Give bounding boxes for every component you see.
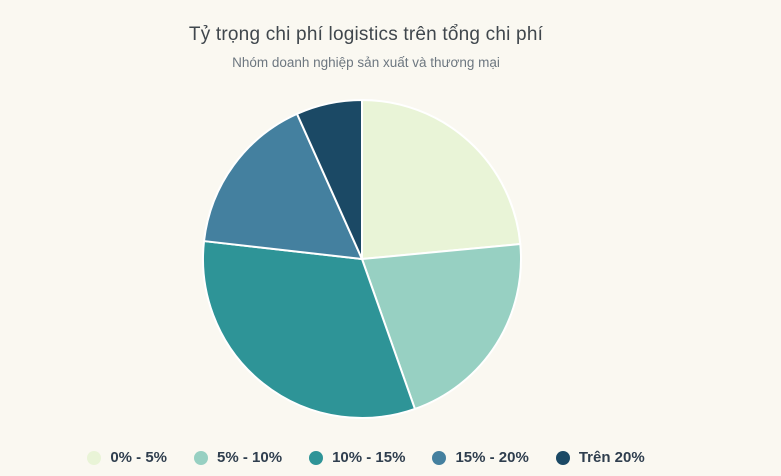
legend-swatch-icon [309, 450, 324, 465]
pie-slice-Trên20[interactable] [296, 99, 363, 260]
pie-slice-5to10[interactable] [361, 243, 522, 410]
legend-label: 10% - 15% [332, 449, 406, 466]
pie-chart [202, 99, 522, 419]
legend-item-10-15[interactable]: 10% - 15% [309, 449, 405, 466]
legend-item-15-20[interactable]: 15% - 20% [432, 449, 529, 466]
legend-swatch-icon [432, 450, 447, 465]
legend: 0% - 5% 5% - 10% 10% - 15% 15% - 20% Trê… [0, 449, 732, 466]
legend-item-over-20[interactable]: Trên 20% [555, 449, 645, 466]
legend-label: Trên 20% [578, 449, 645, 466]
legend-swatch-icon [555, 450, 570, 465]
pie-slice-10to15[interactable] [202, 240, 416, 419]
legend-label: 5% - 10% [217, 449, 283, 466]
legend-label: 0% - 5% [110, 449, 168, 466]
legend-item-0-5[interactable]: 0% - 5% [87, 449, 167, 466]
legend-item-5-10[interactable]: 5% - 10% [194, 449, 282, 466]
pie-slice-15to20[interactable] [203, 112, 363, 260]
pie-slice-0to5[interactable] [361, 99, 522, 260]
chart-subtitle: Nhóm doanh nghiệp sản xuất và thương mại [232, 55, 500, 70]
legend-swatch-icon [194, 450, 209, 465]
legend-label: 15% - 20% [455, 449, 529, 466]
legend-swatch-icon [87, 450, 102, 465]
chart-title: Tỷ trọng chi phí logistics trên tổng chi… [188, 24, 544, 45]
